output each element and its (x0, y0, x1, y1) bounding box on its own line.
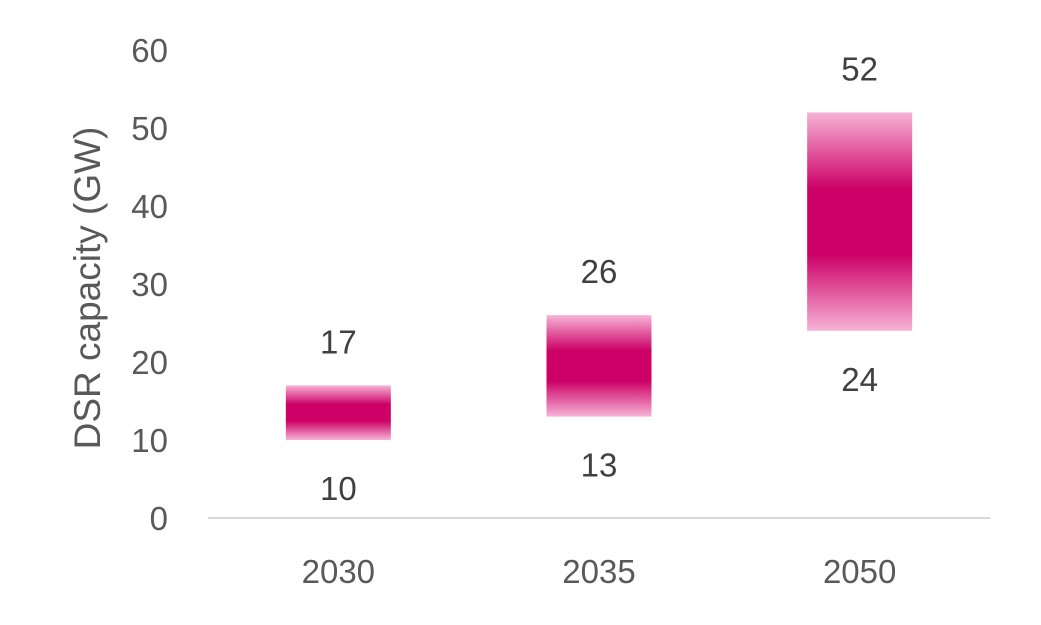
high-value-label: 26 (581, 253, 618, 290)
y-tick-label: 0 (150, 500, 168, 537)
range-bars: 17 10 26 13 52 24 (285, 50, 913, 507)
high-value-label: 52 (841, 50, 878, 87)
low-value-label: 10 (320, 470, 357, 507)
low-value-label: 13 (581, 447, 618, 484)
x-tick-label: 2030 (302, 553, 375, 590)
y-axis-label: DSR capacity (GW) (67, 127, 108, 450)
y-tick-label: 40 (131, 188, 168, 225)
y-tick-label: 50 (131, 110, 168, 147)
range-bar-2030 (285, 385, 391, 440)
range-bar-2050 (807, 112, 913, 331)
x-tick-label: 2050 (823, 553, 896, 590)
y-tick-label: 20 (131, 344, 168, 381)
y-tick-label: 10 (131, 422, 168, 459)
high-value-label: 17 (320, 323, 357, 360)
x-tick-label: 2035 (562, 553, 635, 590)
y-tick-labels: 0 10 20 30 40 50 60 (131, 32, 168, 537)
y-tick-label: 60 (131, 32, 168, 69)
low-value-label: 24 (841, 361, 878, 398)
x-tick-labels: 2030 2035 2050 (302, 553, 897, 590)
y-tick-label: 30 (131, 266, 168, 303)
range-bar-2035 (546, 315, 652, 417)
